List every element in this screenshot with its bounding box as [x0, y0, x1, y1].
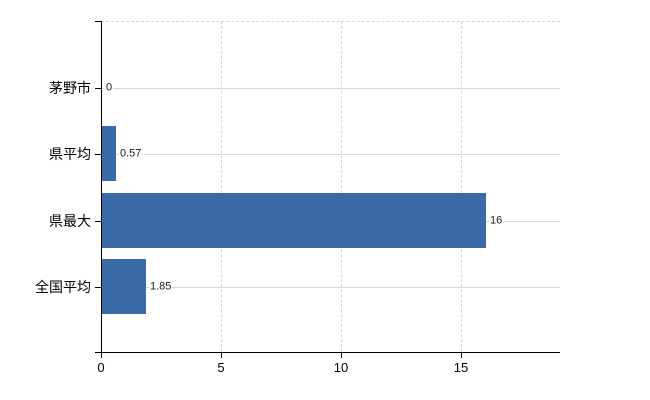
category-label: 茅野市	[49, 80, 91, 96]
bar	[102, 126, 116, 181]
value-label: 16	[489, 214, 504, 228]
x-axis	[95, 352, 560, 353]
bar	[102, 193, 486, 248]
bar	[102, 259, 146, 314]
y-axis-tick	[95, 88, 101, 89]
value-label: 1.85	[149, 280, 173, 294]
row-gridline	[101, 154, 560, 155]
plot-top-border	[101, 21, 560, 22]
row-gridline	[101, 88, 560, 89]
x-gridline	[341, 21, 342, 352]
x-gridline	[461, 21, 462, 352]
x-axis-tick	[101, 352, 102, 358]
x-tick-label: 5	[217, 360, 225, 375]
value-label: 0.57	[119, 147, 143, 161]
x-tick-label: 15	[453, 360, 469, 375]
row-gridline	[101, 287, 560, 288]
x-gridline	[221, 21, 222, 352]
category-label: 全国平均	[35, 279, 91, 295]
category-label: 県最大	[49, 213, 91, 229]
x-axis-tick	[461, 352, 462, 358]
y-axis-tick	[95, 221, 101, 222]
y-axis-tick	[95, 21, 101, 22]
y-axis	[101, 21, 102, 358]
y-axis-tick	[95, 154, 101, 155]
x-tick-label: 0	[97, 360, 105, 375]
y-axis-tick	[95, 287, 101, 288]
category-label: 県平均	[49, 146, 91, 162]
x-axis-tick	[221, 352, 222, 358]
x-tick-label: 10	[333, 360, 349, 375]
x-axis-tick	[341, 352, 342, 358]
value-label: 0	[105, 81, 114, 95]
